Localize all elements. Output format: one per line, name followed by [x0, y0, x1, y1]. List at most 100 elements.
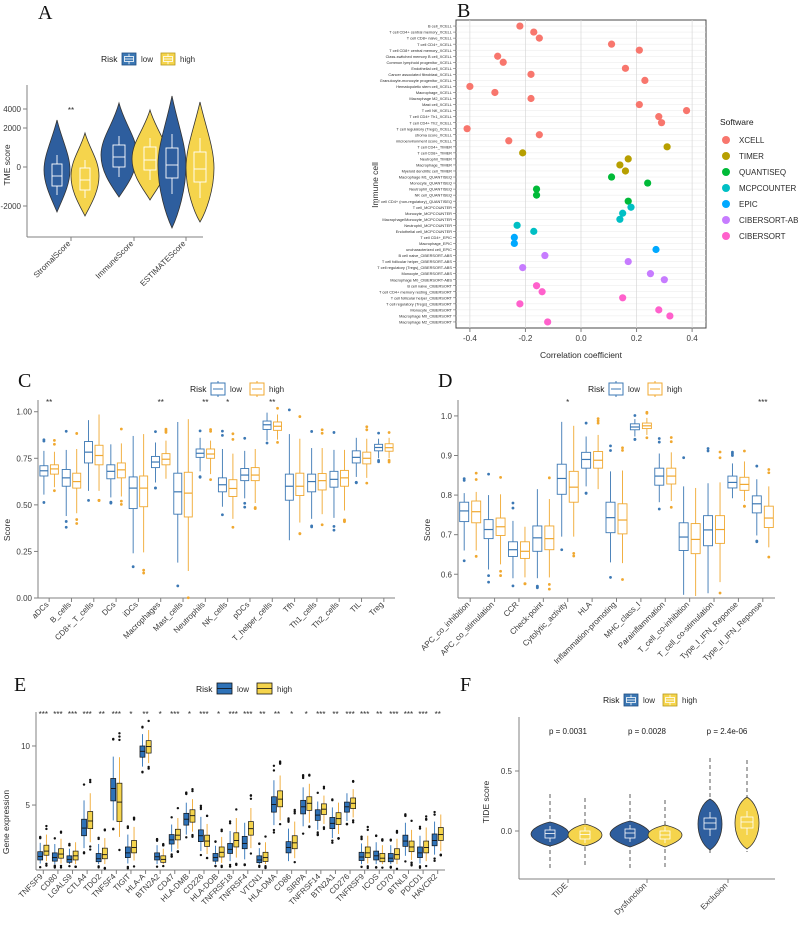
- boxplot-low: [195, 437, 205, 472]
- boxplot-low: [256, 848, 263, 865]
- boxplot-low: [351, 437, 361, 477]
- outlier-point: [154, 486, 157, 490]
- panel-b-point: [619, 294, 627, 302]
- boxplot-low: [629, 419, 640, 437]
- outlier-point: [147, 719, 150, 723]
- outlier-point: [103, 828, 107, 831]
- outlier-point: [231, 525, 235, 529]
- panel-b-cell-label: T cell CD4+ Th2_XCELL: [409, 120, 452, 125]
- panel-f-pvalue-tide: p = 0.0031: [549, 727, 588, 736]
- x-tick: T_helper_cells: [231, 600, 274, 643]
- boxplot-high: [131, 826, 137, 861]
- outlier-point: [645, 436, 649, 440]
- panel-b-cell-label: B cell naive_CIBERSORT: [407, 283, 452, 288]
- outlier-point: [331, 798, 334, 801]
- outlier-point: [191, 788, 194, 791]
- outlier-point: [395, 867, 399, 871]
- outlier-point: [258, 842, 261, 846]
- boxplot-low: [387, 845, 394, 865]
- significance-marker: ***: [199, 710, 208, 719]
- outlier-point: [264, 835, 267, 838]
- significance-marker: **: [202, 398, 208, 407]
- significance-marker: ***: [39, 710, 48, 719]
- outlier-point: [381, 839, 384, 842]
- outlier-point: [176, 806, 180, 810]
- outlier-point: [410, 863, 413, 866]
- boxplot-low: [678, 486, 689, 595]
- boxplot-high: [690, 487, 701, 597]
- panel-b-point: [624, 155, 632, 163]
- legend-d-swatch-low: [608, 381, 624, 397]
- outlier-point: [669, 436, 673, 439]
- boxplot-low: [431, 821, 438, 855]
- boxplot-high: [666, 452, 677, 502]
- outlier-point: [433, 857, 436, 860]
- boxplot-high: [49, 451, 59, 488]
- panel-b-cell-label: uncharacterized cell_EPIC: [406, 247, 452, 252]
- outlier-point: [301, 773, 305, 777]
- boxplot-high: [206, 440, 216, 475]
- outlier-point: [365, 481, 369, 485]
- significance-marker: **: [99, 710, 105, 719]
- outlier-point: [293, 812, 296, 815]
- boxplot-low: [212, 845, 219, 865]
- panel-b-cell-label: Macrophage_EPIC: [419, 241, 452, 246]
- outlier-point: [560, 548, 564, 552]
- outlier-point: [74, 865, 77, 868]
- outlier-point: [377, 431, 380, 435]
- outlier-point: [366, 865, 369, 868]
- outlier-point: [474, 478, 478, 481]
- boxplot-low: [300, 787, 306, 827]
- boxplot-high: [94, 414, 104, 491]
- panel-b-point: [646, 270, 655, 278]
- outlier-point: [287, 408, 291, 412]
- outlier-point: [767, 471, 771, 475]
- outlier-point: [621, 448, 624, 452]
- boxplot-low: [151, 442, 160, 483]
- outlier-point: [596, 417, 600, 421]
- boxplot-high: [189, 799, 196, 832]
- outlier-point: [731, 450, 734, 454]
- outlier-point: [198, 429, 202, 433]
- boxplot-high: [408, 829, 415, 860]
- boxplot-low: [271, 780, 277, 826]
- boxplot-low: [373, 842, 380, 865]
- significance-marker: ***: [758, 398, 767, 407]
- legend-b-dot: [722, 232, 730, 240]
- violin-immune-low: [100, 101, 138, 198]
- outlier-point: [609, 449, 612, 452]
- boxplot-low: [329, 807, 336, 839]
- legend-c-title: Risk: [190, 384, 207, 394]
- outlier-point: [462, 559, 466, 563]
- outlier-point: [89, 778, 92, 782]
- legend-f-title: Risk: [603, 695, 620, 705]
- panel-b-cell-label: Macrophage M1_QUANTISEQ: [399, 175, 452, 180]
- boxplot-low: [284, 434, 294, 541]
- panel-b-point: [666, 312, 674, 320]
- legend-d-title: Risk: [588, 384, 605, 394]
- outlier-point: [669, 440, 673, 444]
- boxplot-low: [81, 800, 87, 849]
- panel-b-point: [519, 149, 527, 157]
- outlier-point: [609, 444, 612, 448]
- outlier-point: [410, 819, 413, 823]
- outlier-point: [220, 829, 223, 833]
- panel-b-cell-label: Endothelial cell_XCELL: [411, 66, 452, 71]
- violin-tide-low: [530, 794, 570, 870]
- outlier-point: [272, 828, 276, 832]
- outlier-point: [97, 498, 101, 502]
- panel-b-point: [616, 161, 624, 169]
- outlier-point: [118, 848, 121, 852]
- panel-b-point: [538, 288, 546, 296]
- boxplot-low: [227, 831, 233, 862]
- panel-b-cell-label: T cell CD4+_EPIC: [420, 235, 452, 240]
- boxplot-low: [217, 448, 227, 507]
- outlier-point: [584, 421, 588, 425]
- boxplot-high: [317, 448, 327, 515]
- legend-b-dot: [722, 152, 730, 160]
- panel-b-point: [510, 233, 518, 242]
- outlier-point: [126, 826, 130, 830]
- boxplot-high: [139, 434, 149, 553]
- boxplot-high: [183, 419, 193, 571]
